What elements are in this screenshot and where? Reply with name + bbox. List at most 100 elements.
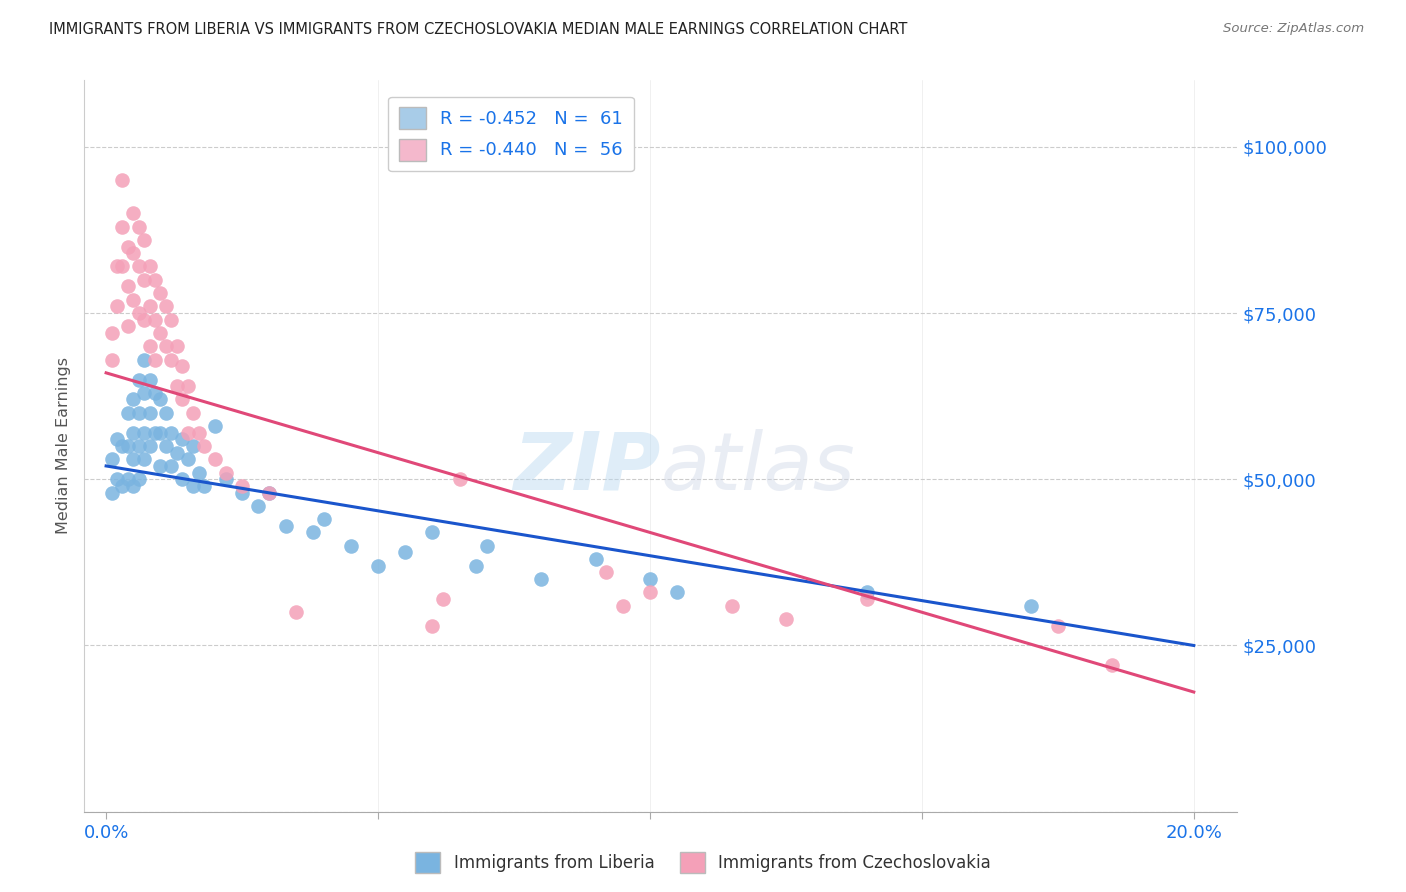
Point <box>166 339 188 353</box>
Point <box>181 406 204 420</box>
Point <box>160 352 183 367</box>
Point <box>193 479 215 493</box>
Point <box>638 572 661 586</box>
Point <box>394 545 416 559</box>
Point <box>215 472 238 486</box>
Point <box>128 472 150 486</box>
Point <box>422 618 444 632</box>
Point <box>612 599 634 613</box>
Point <box>285 605 308 619</box>
Point <box>122 452 145 467</box>
Point <box>475 539 498 553</box>
Point <box>100 352 122 367</box>
Point <box>187 425 209 440</box>
Point <box>105 299 128 313</box>
Point <box>149 425 172 440</box>
Point <box>775 612 797 626</box>
Point <box>666 585 689 599</box>
Point <box>143 273 166 287</box>
Legend: Immigrants from Liberia, Immigrants from Czechoslovakia: Immigrants from Liberia, Immigrants from… <box>409 846 997 880</box>
Point <box>100 452 122 467</box>
Point <box>122 206 145 220</box>
Point <box>166 379 188 393</box>
Point <box>595 566 617 580</box>
Point <box>1046 618 1069 632</box>
Point <box>247 499 270 513</box>
Point <box>367 558 389 573</box>
Point <box>720 599 742 613</box>
Point <box>128 439 150 453</box>
Point <box>122 392 145 407</box>
Point <box>111 219 134 234</box>
Point <box>181 439 204 453</box>
Point <box>176 452 198 467</box>
Point <box>259 485 281 500</box>
Point <box>187 466 209 480</box>
Point <box>1019 599 1042 613</box>
Point <box>111 479 134 493</box>
Point <box>128 406 150 420</box>
Point <box>172 472 194 486</box>
Point <box>122 479 145 493</box>
Point <box>638 585 661 599</box>
Point <box>134 425 156 440</box>
Point <box>128 372 150 386</box>
Point <box>117 319 139 334</box>
Point <box>105 433 128 447</box>
Point <box>134 385 156 400</box>
Point <box>117 472 139 486</box>
Point <box>530 572 553 586</box>
Point <box>172 392 194 407</box>
Point <box>111 439 134 453</box>
Point <box>193 439 215 453</box>
Point <box>274 518 297 533</box>
Point <box>176 379 198 393</box>
Point <box>149 458 172 473</box>
Point <box>204 419 226 434</box>
Point <box>172 433 194 447</box>
Point <box>149 392 172 407</box>
Point <box>105 472 128 486</box>
Point <box>155 439 177 453</box>
Point <box>134 452 156 467</box>
Point <box>128 306 150 320</box>
Point <box>122 293 145 307</box>
Y-axis label: Median Male Earnings: Median Male Earnings <box>56 358 72 534</box>
Point <box>111 173 134 187</box>
Point <box>166 445 188 459</box>
Point <box>122 425 145 440</box>
Point <box>259 485 281 500</box>
Point <box>856 585 879 599</box>
Point <box>231 485 253 500</box>
Point <box>138 339 160 353</box>
Point <box>128 260 150 274</box>
Point <box>155 406 177 420</box>
Point <box>155 299 177 313</box>
Point <box>134 233 156 247</box>
Text: IMMIGRANTS FROM LIBERIA VS IMMIGRANTS FROM CZECHOSLOVAKIA MEDIAN MALE EARNINGS C: IMMIGRANTS FROM LIBERIA VS IMMIGRANTS FR… <box>49 22 908 37</box>
Point <box>176 425 198 440</box>
Point <box>585 552 607 566</box>
Text: ZIP: ZIP <box>513 429 661 507</box>
Point <box>312 512 335 526</box>
Point <box>464 558 486 573</box>
Point <box>134 312 156 326</box>
Point <box>117 239 139 253</box>
Point <box>432 591 454 606</box>
Point <box>122 246 145 260</box>
Point <box>172 359 194 374</box>
Point <box>204 452 226 467</box>
Point <box>149 286 172 301</box>
Text: atlas: atlas <box>661 429 856 507</box>
Point <box>134 352 156 367</box>
Point <box>100 326 122 340</box>
Point <box>100 485 122 500</box>
Point <box>143 425 166 440</box>
Point <box>231 479 253 493</box>
Point <box>181 479 204 493</box>
Point <box>143 352 166 367</box>
Point <box>422 525 444 540</box>
Point <box>340 539 363 553</box>
Point <box>105 260 128 274</box>
Legend: R = -0.452   N =  61, R = -0.440   N =  56: R = -0.452 N = 61, R = -0.440 N = 56 <box>388 96 634 171</box>
